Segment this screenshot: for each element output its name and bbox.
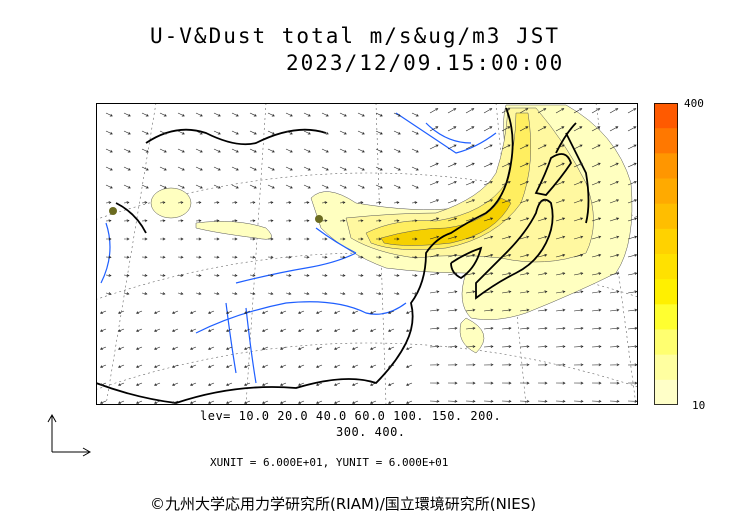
rivers	[100, 112, 497, 384]
map-title: U-V&Dust total m/s&ug/m3 JST	[150, 24, 561, 48]
color-scale-bar	[654, 103, 678, 405]
unit-vector-arrows	[47, 413, 92, 457]
color-scale-block	[654, 254, 678, 280]
color-scale-block	[654, 379, 678, 405]
color-scale-block	[654, 329, 678, 356]
color-scale-block	[654, 304, 678, 330]
color-scale-block	[654, 128, 678, 154]
volcano-markers	[109, 207, 323, 223]
color-scale-min-label: 10	[692, 399, 706, 412]
color-scale-block	[654, 279, 678, 305]
color-scale-block	[654, 153, 678, 179]
vector-units-label: XUNIT = 6.000E+01, YUNIT = 6.000E+01	[210, 456, 449, 469]
color-scale-block	[654, 203, 678, 230]
copyright-credit: ©九州大学応用力学研究所(RIAM)/国立環境研究所(NIES)	[150, 495, 537, 513]
color-scale-block	[654, 228, 678, 255]
dust-wind-map	[96, 103, 638, 405]
color-scale-block	[654, 354, 678, 381]
color-scale-max-label: 400	[684, 97, 704, 110]
wind-vectors	[99, 108, 638, 404]
color-scale-block	[654, 103, 678, 129]
contour-levels-line-2: 300. 400.	[336, 425, 406, 439]
dust-plume	[150, 104, 633, 354]
color-scale-block	[654, 178, 678, 205]
map-datetime: 2023/12/09.15:00:00	[286, 51, 565, 75]
contour-levels-line-1: lev= 10.0 20.0 40.0 60.0 100. 150. 200.	[200, 409, 502, 423]
coastlines	[96, 107, 590, 404]
